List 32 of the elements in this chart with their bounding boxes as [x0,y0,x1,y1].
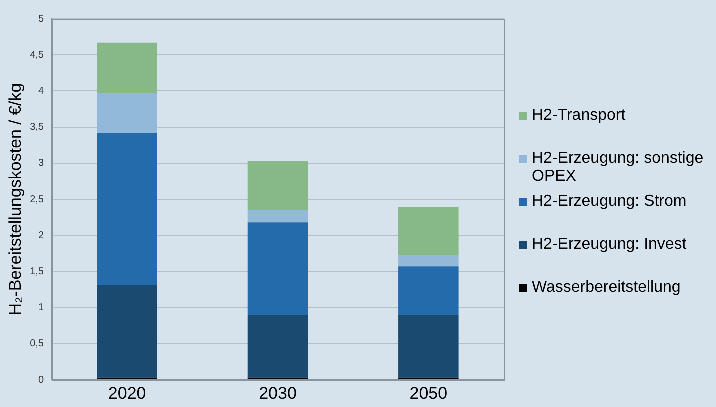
bar [97,285,158,378]
y-tick-label: 2 [38,230,44,242]
bar [248,222,308,316]
x-tick-label: 2020 [108,384,146,403]
legend-label: H2-Transport [532,107,626,125]
x-tick-label: 2050 [410,384,448,403]
bar [398,256,459,267]
bar [398,266,459,316]
bar [248,210,308,223]
bar [398,315,459,378]
y-tick-label: 1,5 [30,266,44,278]
y-tick-label: 0,5 [30,338,44,350]
bar [248,315,308,378]
y-tick-label: 3,5 [30,122,44,134]
y-tick-label: 4,5 [30,50,44,61]
legend-label: Wasserbereitstellung [532,279,681,297]
legend-label: H2-Erzeugung: sonstige OPEX [532,150,705,186]
x-tick-label: 2030 [259,384,297,403]
y-tick-label: 5 [38,14,44,25]
legend-label: H2-Erzeugung: Strom [532,193,687,211]
y-tick-label: 2,5 [30,194,44,206]
bar [398,207,459,256]
bar [97,93,158,134]
y-tick-label: 4 [38,86,44,97]
y-tick-label: 1 [38,302,44,314]
bar [248,161,308,210]
bar [97,42,158,94]
y-tick-label: 0 [38,374,44,386]
legend-label: H2-Erzeugung: Invest [532,236,687,254]
bar [97,133,158,286]
y-axis-title: H₂-Bereitstellungskosten / €/kg [6,83,25,316]
y-tick-label: 3 [38,158,44,170]
